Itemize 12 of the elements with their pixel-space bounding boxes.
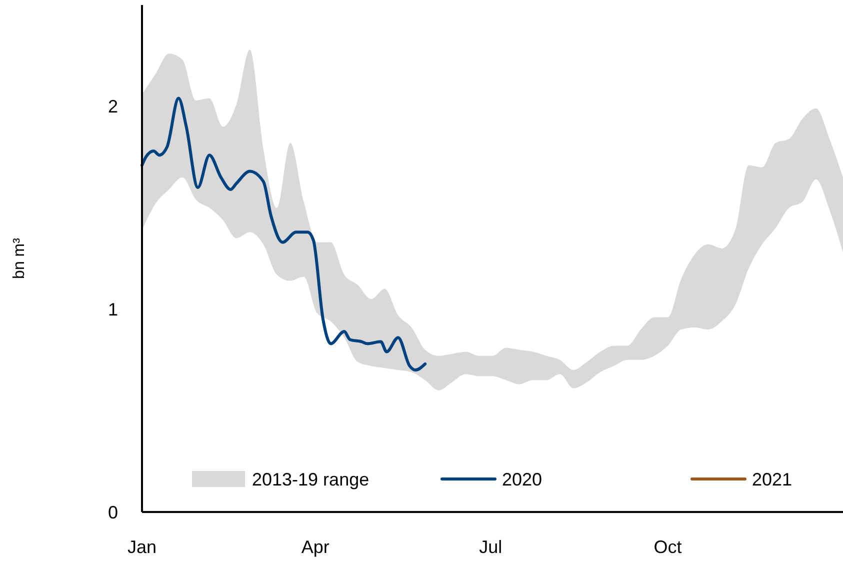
y-tick-label: 1 bbox=[108, 300, 118, 320]
y-axis-title: bn m³ bbox=[11, 237, 28, 279]
y-tick-label: 2 bbox=[108, 96, 118, 117]
legend-label: 2021 bbox=[752, 469, 792, 490]
y-tick-label: 0 bbox=[108, 502, 118, 522]
legend-label: 2013-19 range bbox=[252, 469, 370, 490]
x-tick-label: Apr bbox=[301, 537, 330, 557]
x-tick-label: Jan bbox=[127, 537, 157, 557]
x-tick-label: Oct bbox=[654, 537, 682, 557]
line-series bbox=[140, 96, 427, 372]
legend-label: 2020 bbox=[502, 469, 542, 490]
x-tick-label: Jul bbox=[479, 537, 502, 557]
